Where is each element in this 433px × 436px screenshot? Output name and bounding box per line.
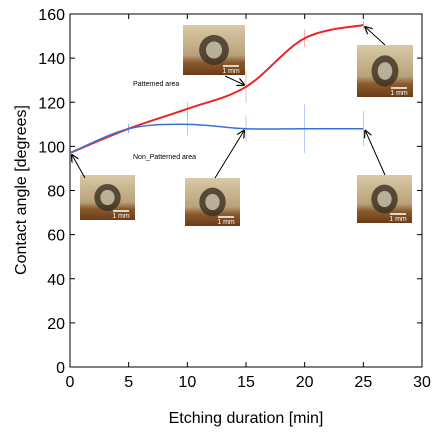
arrow	[365, 131, 385, 175]
scale-label: 1 mm	[217, 219, 235, 226]
x-tick-label: 5	[124, 374, 133, 391]
y-tick-label: 0	[56, 360, 65, 377]
droplet-highlight	[100, 190, 114, 205]
droplet-highlight	[377, 191, 391, 207]
x-tick-label: 10	[178, 374, 196, 391]
x-tick-label: 25	[354, 374, 372, 391]
arrow	[72, 155, 85, 178]
scale-label: 1 mm	[112, 213, 130, 220]
y-tick-label: 40	[47, 272, 65, 289]
annotation: Non_Patterned area	[133, 154, 196, 161]
y-tick-label: 160	[38, 7, 65, 24]
droplet-highlight	[378, 62, 393, 80]
y-tick-label: 140	[38, 51, 65, 68]
arrow	[225, 76, 244, 85]
y-tick-label: 120	[38, 95, 65, 112]
y-tick-label: 80	[47, 184, 65, 201]
x-tick-label: 0	[66, 374, 75, 391]
annotation: Patterned area	[133, 81, 179, 88]
scale-label: 1 mm	[222, 68, 240, 75]
y-tick-label: 60	[47, 228, 65, 245]
x-tick-label: 15	[237, 374, 255, 391]
x-tick-label: 30	[413, 374, 431, 391]
y-tick-label: 20	[47, 316, 65, 333]
x-axis-label: Etching duration [min]	[169, 410, 324, 427]
chart: Etching duration [min] Contact angle [de…	[0, 0, 433, 436]
droplet-highlight	[205, 194, 219, 210]
line	[70, 124, 363, 153]
scale-label: 1 mm	[390, 90, 408, 97]
y-axis-label: Contact angle [degrees]	[13, 105, 30, 275]
y-tick-label: 100	[38, 139, 65, 156]
arrow	[215, 131, 244, 178]
droplet-highlight	[206, 42, 222, 59]
scale-label: 1 mm	[389, 216, 407, 223]
arrow	[365, 27, 385, 45]
x-tick-label: 20	[296, 374, 314, 391]
